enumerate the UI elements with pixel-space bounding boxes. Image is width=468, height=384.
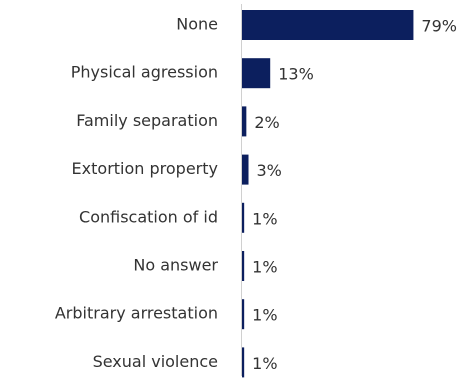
bar xyxy=(242,251,245,281)
value-label: 79% xyxy=(421,17,457,36)
bar xyxy=(242,58,271,89)
value-label: 1% xyxy=(252,258,277,277)
category-label: No answer xyxy=(133,256,218,275)
value-label: 1% xyxy=(252,306,277,325)
value-label: 1% xyxy=(252,209,277,228)
category-label: None xyxy=(176,15,218,34)
bar xyxy=(242,10,414,40)
bar xyxy=(242,202,245,233)
category-label: Arbitrary arrestation xyxy=(55,304,218,323)
category-label: Physical agression xyxy=(71,63,218,82)
value-label: 2% xyxy=(254,113,279,132)
value-label: 3% xyxy=(257,161,282,180)
value-label: 1% xyxy=(252,354,277,373)
value-label: 13% xyxy=(278,65,314,84)
bar xyxy=(242,347,245,378)
category-label: Confiscation of id xyxy=(79,207,218,226)
category-label: Sexual violence xyxy=(93,352,218,371)
category-label: Family separation xyxy=(76,111,218,130)
bar xyxy=(242,299,245,330)
category-label: Extortion property xyxy=(72,159,218,178)
bar xyxy=(242,106,247,137)
bar xyxy=(242,154,249,185)
